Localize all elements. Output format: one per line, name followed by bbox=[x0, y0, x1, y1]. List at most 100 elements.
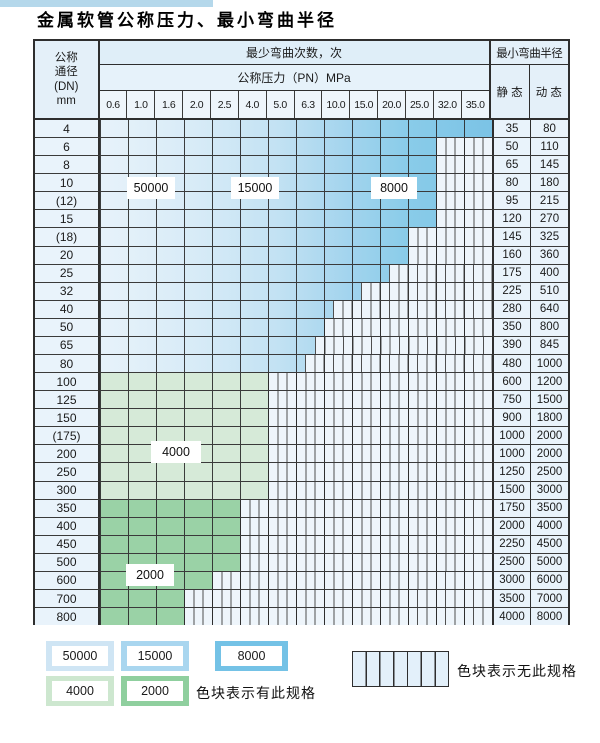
pressure-title: 公称压力（PN）MPa bbox=[99, 65, 489, 91]
dn-cell: (18) bbox=[35, 228, 100, 246]
static-radius-cell: 280 bbox=[492, 300, 531, 318]
table-row-dn-125: 125 750 1500 bbox=[35, 391, 568, 410]
has-spec-region bbox=[100, 138, 436, 156]
table-row-dn-65: 65 390 845 bbox=[35, 336, 568, 356]
pressure-col-25.0: 25.0 bbox=[406, 91, 434, 118]
has-spec-region bbox=[100, 355, 305, 373]
no-spec-region bbox=[408, 228, 492, 246]
table-row-dn-12: (12) 95 215 bbox=[35, 192, 568, 211]
static-radius-cell: 350 bbox=[492, 318, 531, 336]
table-row-dn-600: 600 3000 6000 bbox=[35, 571, 568, 591]
static-radius-cell: 50 bbox=[492, 138, 531, 156]
dn-cell: 32 bbox=[35, 282, 100, 300]
dynamic-radius-cell: 4000 bbox=[531, 517, 568, 535]
has-spec-region bbox=[100, 120, 492, 138]
table-row-dn-500: 500 2500 5000 bbox=[35, 553, 568, 572]
no-spec-region bbox=[324, 318, 492, 336]
pressure-band bbox=[100, 517, 492, 535]
dynamic-radius-cell: 325 bbox=[531, 228, 568, 246]
pressure-band bbox=[100, 156, 492, 174]
has-spec-region bbox=[100, 463, 268, 481]
pressure-band bbox=[100, 246, 492, 264]
no-spec-region bbox=[240, 535, 492, 553]
dynamic-radius-cell: 2000 bbox=[531, 427, 568, 445]
dn-header-line2: 通径 bbox=[54, 66, 78, 78]
table-row-dn-400: 400 2000 4000 bbox=[35, 517, 568, 536]
table-row-dn-50: 50 350 800 bbox=[35, 318, 568, 337]
static-radius-cell: 145 bbox=[492, 228, 531, 246]
has-spec-region bbox=[100, 282, 361, 300]
cycle-label-2000: 2000 bbox=[126, 564, 174, 586]
pressure-band bbox=[100, 228, 492, 246]
has-spec-region bbox=[100, 427, 268, 445]
dynamic-radius-cell: 640 bbox=[531, 300, 568, 318]
table-row-dn-700: 700 3500 7000 bbox=[35, 590, 568, 609]
pressure-band bbox=[100, 264, 492, 282]
pressure-band bbox=[100, 391, 492, 409]
table-row-dn-200: 200 1000 2000 bbox=[35, 445, 568, 464]
dn-cell: 200 bbox=[35, 445, 100, 463]
has-spec-region bbox=[100, 336, 315, 355]
dn-cell: 500 bbox=[35, 553, 100, 571]
no-spec-region bbox=[268, 481, 492, 499]
table-row-dn-6: 6 50 110 bbox=[35, 138, 568, 157]
legend-note-has-spec: 色块表示有此规格 bbox=[196, 685, 316, 701]
static-radius-cell: 1000 bbox=[492, 427, 531, 445]
static-radius-cell: 1250 bbox=[492, 463, 531, 481]
table-header: 公称 通径 (DN) mm 最少弯曲次数，次 公称压力（PN）MPa 0.6 1.… bbox=[35, 41, 569, 120]
has-spec-region bbox=[100, 517, 240, 535]
legend-swatch-2000-label: 2000 bbox=[127, 681, 183, 701]
table-row-dn-80: 80 480 1000 bbox=[35, 355, 568, 374]
pressure-band bbox=[100, 210, 492, 228]
no-spec-region bbox=[268, 373, 492, 391]
no-spec-region bbox=[361, 282, 492, 300]
static-radius-cell: 3000 bbox=[492, 571, 531, 590]
pressure-band bbox=[100, 590, 492, 608]
table-row-dn-10: 10 80 180 bbox=[35, 174, 568, 193]
dn-cell: 40 bbox=[35, 300, 100, 318]
dynamic-radius-cell: 510 bbox=[531, 282, 568, 300]
dn-cell: 600 bbox=[35, 571, 100, 590]
static-radius-cell: 750 bbox=[492, 391, 531, 409]
pressure-band bbox=[100, 138, 492, 156]
dn-cell: 700 bbox=[35, 590, 100, 608]
pressure-band bbox=[100, 571, 492, 590]
pressure-band bbox=[100, 120, 492, 138]
dynamic-radius-cell: 3500 bbox=[531, 499, 568, 517]
table-row-dn-18: (18) 145 325 bbox=[35, 228, 568, 247]
dn-header-cell: 公称 通径 (DN) mm bbox=[35, 41, 100, 118]
table-row-dn-150: 150 900 1800 bbox=[35, 409, 568, 428]
no-spec-region bbox=[408, 246, 492, 264]
has-spec-region bbox=[100, 391, 268, 409]
pressure-band bbox=[100, 300, 492, 318]
table-row-dn-20: 20 160 360 bbox=[35, 246, 568, 265]
no-spec-region bbox=[268, 409, 492, 427]
dn-cell: 50 bbox=[35, 318, 100, 336]
pressure-col-20.0: 20.0 bbox=[378, 91, 406, 118]
table-row-dn-40: 40 280 640 bbox=[35, 300, 568, 319]
pressure-col-5.0: 5.0 bbox=[267, 91, 295, 118]
static-radius-cell: 3500 bbox=[492, 590, 531, 608]
static-radius-cell: 120 bbox=[492, 210, 531, 228]
static-radius-cell: 390 bbox=[492, 336, 531, 355]
dynamic-radius-cell: 2500 bbox=[531, 463, 568, 481]
has-spec-region bbox=[100, 318, 324, 336]
table-row-dn-350: 350 1750 3500 bbox=[35, 499, 568, 518]
no-spec-region bbox=[436, 210, 492, 228]
no-spec-region bbox=[315, 336, 492, 355]
legend-note-no-spec: 色块表示无此规格 bbox=[457, 663, 577, 679]
top-accent-strip bbox=[0, 0, 213, 7]
static-radius-cell: 2000 bbox=[492, 517, 531, 535]
dn-cell: 800 bbox=[35, 608, 100, 626]
legend-no-spec-swatch bbox=[352, 651, 449, 687]
pressure-band bbox=[100, 355, 492, 373]
dn-cell: 10 bbox=[35, 174, 100, 192]
dn-cell: 400 bbox=[35, 517, 100, 535]
has-spec-region bbox=[100, 590, 184, 608]
pressure-band bbox=[100, 553, 492, 572]
has-spec-region bbox=[100, 210, 436, 228]
no-spec-region bbox=[268, 463, 492, 481]
legend-swatch-50000-label: 50000 bbox=[52, 646, 108, 666]
table-row-dn-250: 250 1250 2500 bbox=[35, 463, 568, 482]
